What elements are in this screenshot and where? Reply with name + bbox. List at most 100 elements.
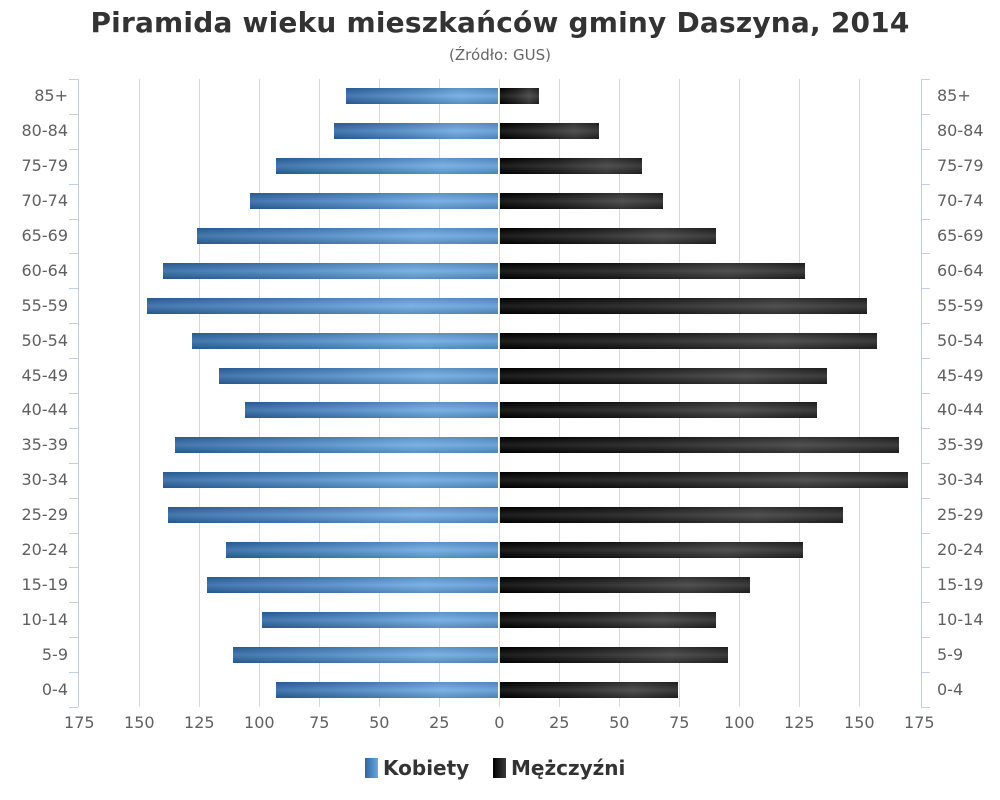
bar-mezczyzni[interactable] [500,437,900,454]
y-axis-label-right: 55-59 [937,295,984,315]
bar-mezczyzni[interactable] [500,402,818,419]
y-axis-label-right: 35-39 [937,435,984,455]
y-tick-right [921,323,930,325]
y-tick-right [921,218,930,220]
y-tick-left [69,427,78,429]
y-axis-label-right: 45-49 [937,365,984,385]
y-axis-label-left: 25-29 [21,505,69,525]
bar-kobiety[interactable] [196,228,499,244]
y-axis-label-right: 80-84 [937,121,984,141]
gridline [859,79,861,707]
bar-kobiety[interactable] [249,193,499,210]
x-axis-tick-label: 175 [64,713,95,732]
legend-swatch-kobiety-icon [365,758,378,778]
x-axis-tick-label: 175 [904,713,935,732]
bar-kobiety[interactable] [218,367,499,384]
legend-label: Kobiety [383,756,470,780]
gridline [799,79,801,707]
bar-kobiety[interactable] [146,297,499,314]
bar-mezczyzni[interactable] [500,507,844,524]
y-tick-left [69,79,78,80]
bar-mezczyzni[interactable] [500,367,828,384]
bar-kobiety[interactable] [163,262,499,279]
bar-kobiety[interactable] [168,507,499,524]
y-axis-label-left: 35-39 [21,435,69,455]
gridline [379,79,381,707]
bar-mezczyzni[interactable] [500,681,678,698]
bar-mezczyzni[interactable] [500,576,750,593]
bar-mezczyzni[interactable] [500,193,664,210]
x-axis-tick-label: 50 [369,713,390,732]
y-axis-label-left: 50-54 [21,330,69,350]
bar-kobiety[interactable] [192,332,499,349]
y-axis-label-right: 40-44 [937,400,984,420]
bar-mezczyzni[interactable] [500,646,729,663]
bar-mezczyzni[interactable] [500,472,909,489]
gridline [619,79,621,707]
y-tick-left [69,148,78,150]
y-axis-label-right: 5-9 [937,644,964,664]
y-axis-label-left: 40-44 [21,400,69,420]
y-axis-label-left: 80-84 [21,121,69,141]
y-axis-label-right: 85+ [937,86,971,106]
bar-mezczyzni[interactable] [500,332,878,349]
bar-mezczyzni[interactable] [500,297,868,314]
chart-title: Piramida wieku mieszkańców gminy Daszyna… [90,6,910,39]
y-axis-label-left: 20-24 [21,540,69,559]
gridline [739,79,741,707]
bar-kobiety[interactable] [333,123,499,140]
bar-mezczyzni[interactable] [500,158,642,175]
y-axis-label-right: 20-24 [937,540,984,559]
y-tick-right [921,637,930,639]
x-axis-tick-label: 25 [429,713,450,732]
bar-kobiety[interactable] [232,646,499,663]
gridline [679,79,681,707]
gridline [259,79,261,707]
y-tick-right [921,288,930,290]
x-axis-tick-label: 75 [309,713,330,732]
bar-kobiety[interactable] [345,88,499,105]
y-tick-left [69,358,78,360]
legend: Kobiety Mężczyźni [0,754,1000,782]
bar-mezczyzni[interactable] [500,611,717,628]
y-tick-right [921,462,930,464]
y-axis-label-right: 25-29 [937,505,984,525]
y-axis-label-right: 50-54 [937,330,984,350]
y-axis-label-left: 15-19 [21,574,69,594]
bar-kobiety[interactable] [206,576,499,593]
y-tick-right [921,427,930,429]
bar-kobiety[interactable] [276,158,499,175]
y-axis-label-left: 65-69 [21,226,69,245]
gridline [499,79,501,707]
y-axis-label-left: 70-74 [21,191,69,211]
legend-item-kobiety[interactable]: Kobiety [365,754,469,782]
bar-kobiety[interactable] [163,472,499,489]
y-tick-right [921,79,930,80]
legend-label: Mężczyźni [511,756,626,780]
y-axis-label-right: 30-34 [937,470,984,490]
x-axis-tick-label: 150 [844,713,875,732]
bar-mezczyzni[interactable] [500,542,804,558]
y-tick-left [69,567,78,569]
gridline [559,79,561,707]
y-axis-label-left: 10-14 [21,609,69,629]
bar-kobiety[interactable] [276,681,499,698]
y-tick-right [921,672,930,674]
bar-kobiety[interactable] [225,542,499,558]
bar-mezczyzni[interactable] [500,262,806,279]
bar-kobiety[interactable] [261,611,499,628]
y-tick-left [69,497,78,499]
y-tick-right [921,602,930,604]
y-axis-label-left: 0-4 [41,679,68,699]
bar-mezczyzni[interactable] [500,123,600,140]
y-axis-label-right: 10-14 [937,609,984,629]
bar-mezczyzni[interactable] [500,88,540,105]
bar-kobiety[interactable] [244,402,499,419]
x-axis-tick-label: 150 [124,713,155,732]
y-tick-right [921,148,930,150]
legend-item-mezczyzni[interactable]: Mężczyźni [493,754,625,782]
bar-mezczyzni[interactable] [500,228,717,244]
bar-kobiety[interactable] [175,437,499,454]
y-tick-left [69,532,78,534]
